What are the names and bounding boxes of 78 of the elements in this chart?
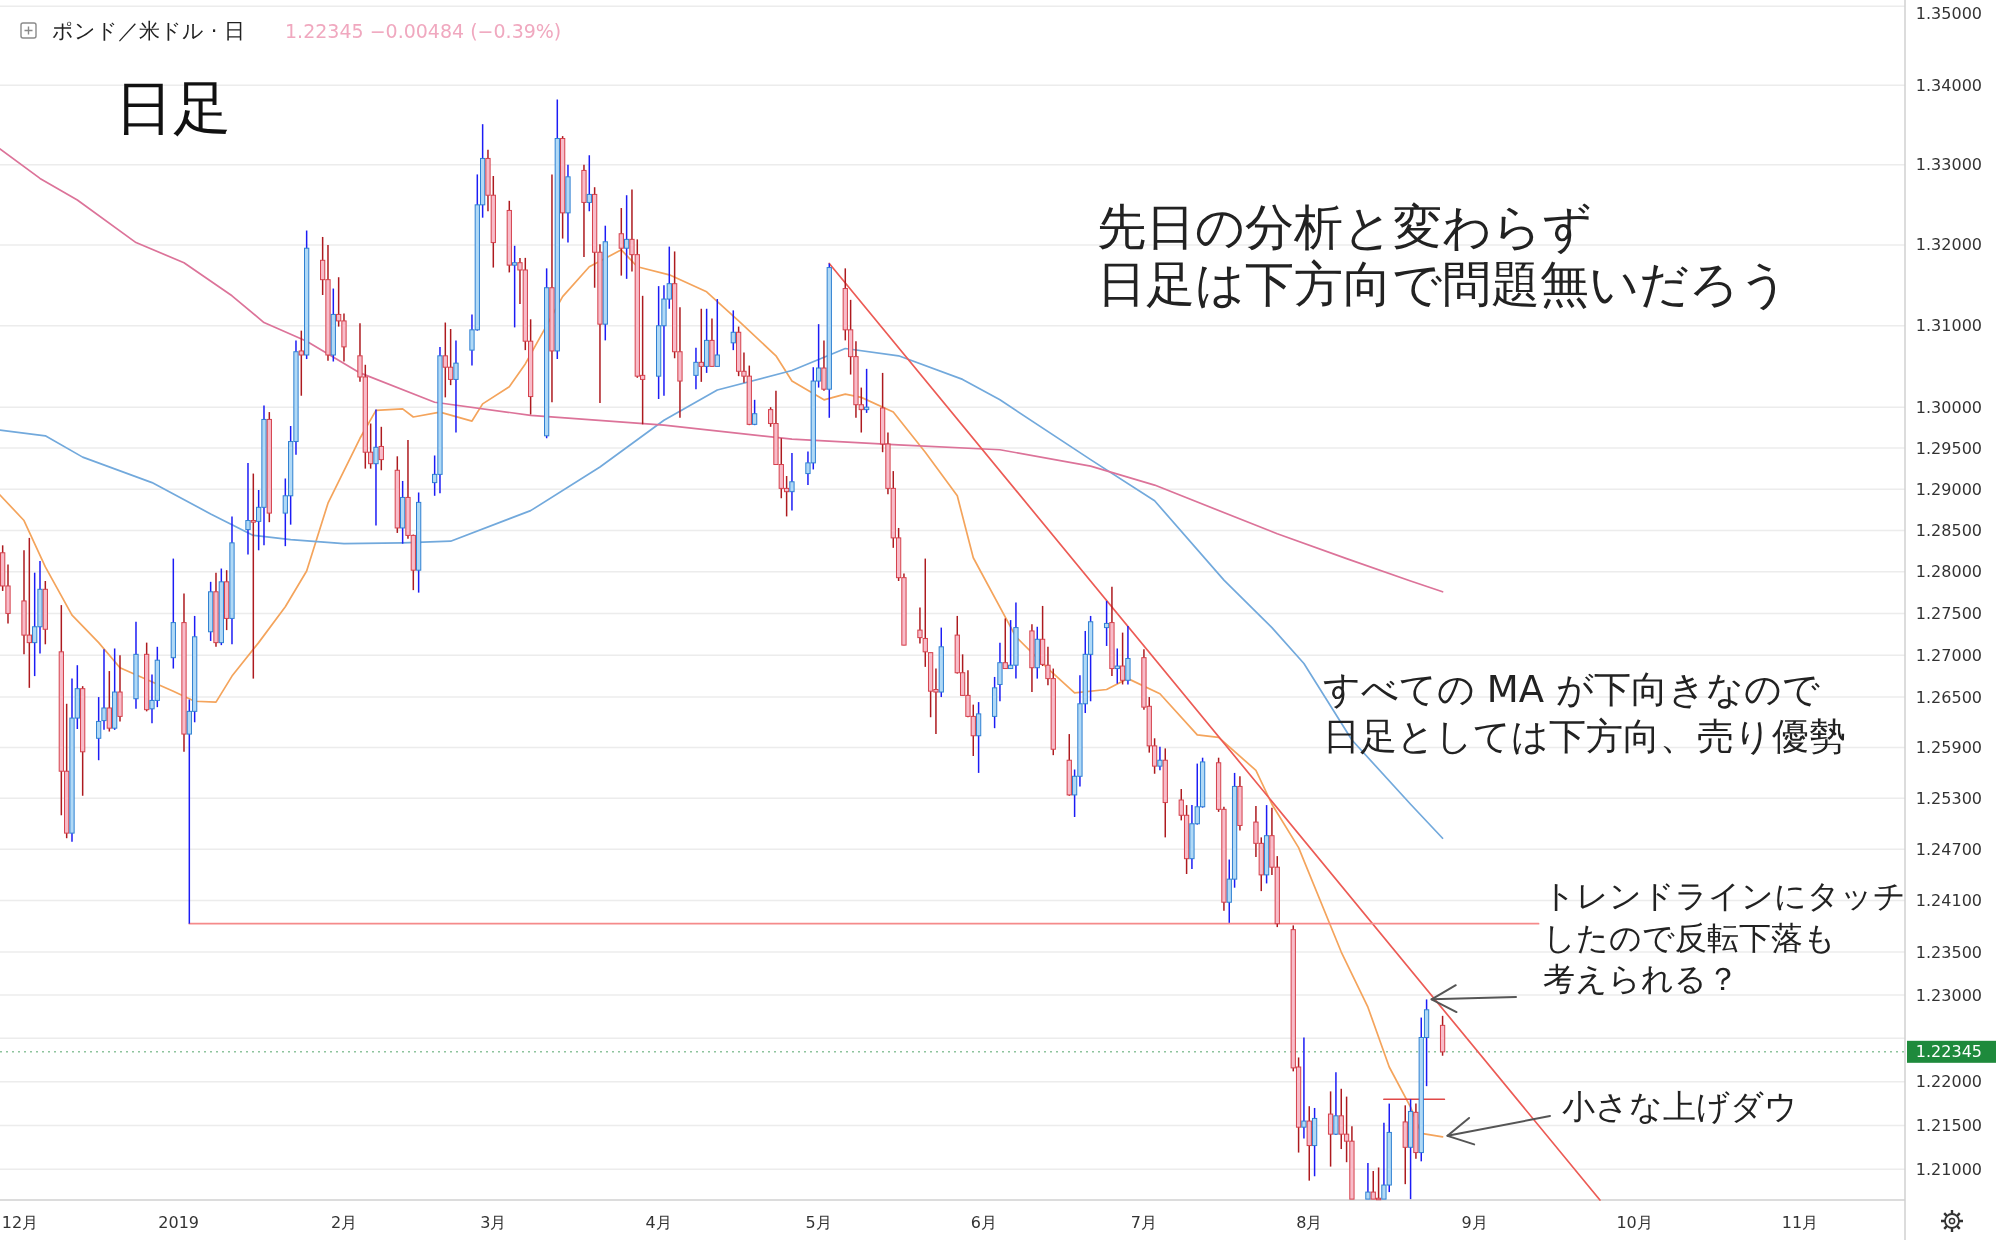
candlestick <box>373 408 379 527</box>
y-tick-label: 1.28000 <box>1915 562 1982 582</box>
candlestick <box>1333 1071 1339 1136</box>
y-tick-label: 1.22000 <box>1915 1072 1982 1092</box>
y-tick-label: 1.27000 <box>1915 645 1982 665</box>
y-tick-label: 1.29000 <box>1915 479 1982 499</box>
candlestick <box>789 452 795 512</box>
candlestick <box>714 298 720 368</box>
annotation: したので反転下落も <box>1543 919 1836 957</box>
candlestick <box>106 670 112 733</box>
candlestick <box>821 339 827 392</box>
x-tick-label: 2月 <box>330 1212 358 1232</box>
candlestick <box>730 309 736 351</box>
candlestick <box>1327 1090 1334 1168</box>
candlestick <box>1301 1036 1307 1140</box>
y-tick-label: 1.28500 <box>1915 520 1982 540</box>
annotation: すべての MA が下向きなので <box>1323 667 1820 711</box>
y-tick-label: 1.30000 <box>1915 397 1982 417</box>
y-tick-label: 1.32000 <box>1915 235 1982 255</box>
x-tick-label: 8月 <box>1296 1212 1323 1232</box>
y-tick-label: 1.35000 <box>1915 3 1982 23</box>
candlestick <box>1002 617 1008 670</box>
text: 1.22345 −0.00484 (−0.39%) <box>285 20 562 42</box>
annotation: 日足 <box>115 74 231 142</box>
y-tick-label: 1.25300 <box>1915 788 1982 808</box>
candlestick <box>1114 647 1120 685</box>
y-tick-label: 1.26500 <box>1915 687 1982 707</box>
x-tick-label: 2019 <box>158 1212 200 1232</box>
y-tick-label: 1.24100 <box>1915 891 1982 911</box>
y-tick-label: 1.33000 <box>1915 155 1982 175</box>
annotation: 日足は下方向で問題無いだろう <box>1097 255 1789 313</box>
x-tick-label: 3月 <box>480 1212 507 1232</box>
candlestick <box>298 329 304 397</box>
candlestick <box>618 207 624 277</box>
x-tick-label: 4月 <box>645 1212 672 1232</box>
candlestick <box>693 346 699 390</box>
candlestick <box>101 648 107 731</box>
candlestick <box>751 399 758 426</box>
candlestick <box>96 696 102 761</box>
y-tick-label: 1.27500 <box>1915 603 1982 623</box>
text: ポンド／米ドル · 日 <box>52 19 246 43</box>
x-tick-label: 6月 <box>970 1212 998 1232</box>
candlestick <box>1103 600 1110 647</box>
candlestick <box>997 641 1003 703</box>
annotation: 先日の分析と変わらず <box>1097 198 1592 256</box>
candlestick <box>378 426 384 472</box>
annotation: トレンドラインにタッチ <box>1543 877 1906 915</box>
ref-line-label: 1.22345 <box>1915 1042 1982 1062</box>
y-tick-label: 1.23500 <box>1915 942 1982 962</box>
annotation: 小さな上げダウ <box>1562 1086 1798 1126</box>
candlestick <box>250 472 256 680</box>
candlestick <box>453 339 459 434</box>
y-tick-label: 1.25900 <box>1915 738 1982 758</box>
y-tick-label: 1.31000 <box>1915 316 1982 336</box>
x-tick-label: 7月 <box>1130 1212 1158 1232</box>
x-tick-label: 11月 <box>1781 1212 1819 1232</box>
y-tick-label: 1.23000 <box>1915 985 1982 1005</box>
candlestick <box>245 462 251 556</box>
x-tick-label: 5月 <box>805 1212 832 1232</box>
candlestick <box>1157 745 1163 772</box>
x-tick-label: 9月 <box>1461 1212 1488 1232</box>
y-tick-label: 1.29500 <box>1915 438 1982 458</box>
annotation: 考えられる？ <box>1543 960 1739 998</box>
candlestick <box>1119 631 1126 686</box>
annotation: 日足としては下方向、売り優勢 <box>1323 714 1846 758</box>
candlestick <box>586 154 592 213</box>
candlestick <box>1125 625 1131 686</box>
y-tick-label: 1.24700 <box>1915 839 1982 859</box>
y-tick-label: 1.21500 <box>1915 1115 1982 1135</box>
candlestick <box>698 308 704 383</box>
x-tick-label: 10月 <box>1616 1212 1653 1232</box>
candlestick <box>512 245 518 329</box>
y-tick-label: 1.21000 <box>1915 1159 1982 1179</box>
y-tick-label: 1.34000 <box>1915 75 1982 95</box>
candlestick <box>624 194 630 280</box>
candlestick <box>975 701 982 774</box>
x-tick-label: 12月 <box>1 1212 39 1232</box>
candlestick <box>1365 1162 1371 1200</box>
